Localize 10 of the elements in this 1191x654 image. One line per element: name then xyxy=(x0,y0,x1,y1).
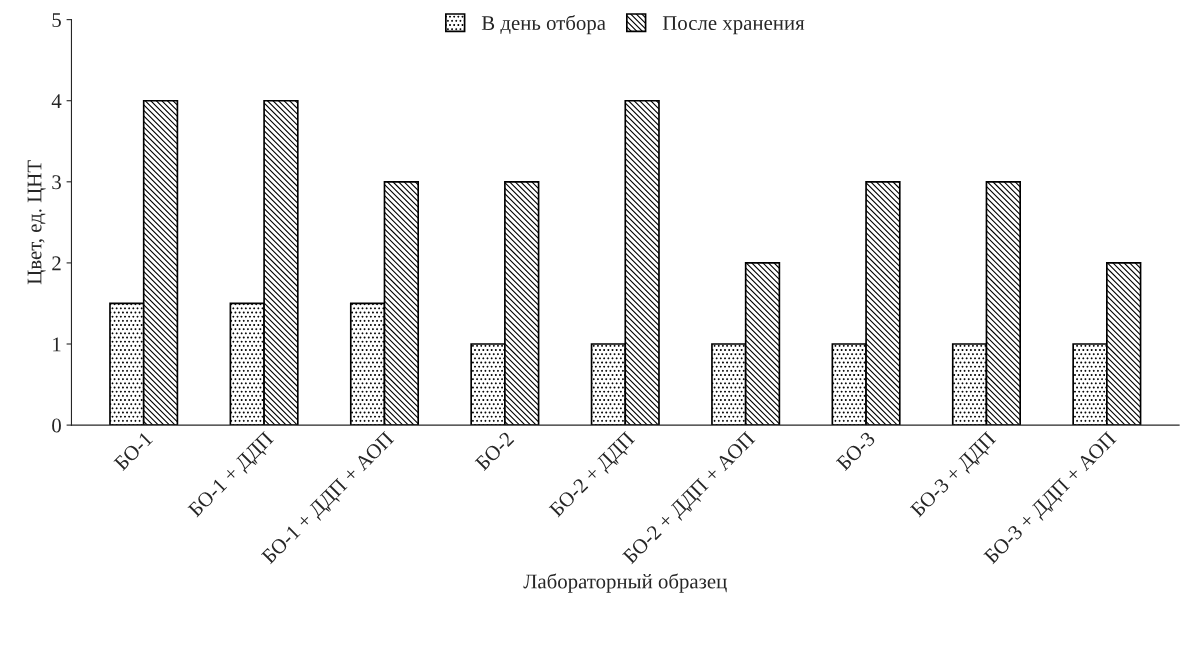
y-tick-label: 4 xyxy=(51,94,62,108)
y-tick-label: 1 xyxy=(53,337,61,352)
y-tick-label: 2 xyxy=(52,256,61,271)
y-tick-label: 3 xyxy=(52,175,61,190)
legend-label: В день отбора xyxy=(481,14,606,35)
x-axis-title: Лабораторный образец xyxy=(523,573,727,593)
y-axis-title: Цвет, ед. ЦНТ xyxy=(27,160,46,285)
y-tick-label: 5 xyxy=(52,13,61,28)
y-tick-label: 0 xyxy=(52,418,61,433)
legend-label: После хранения xyxy=(662,16,805,35)
